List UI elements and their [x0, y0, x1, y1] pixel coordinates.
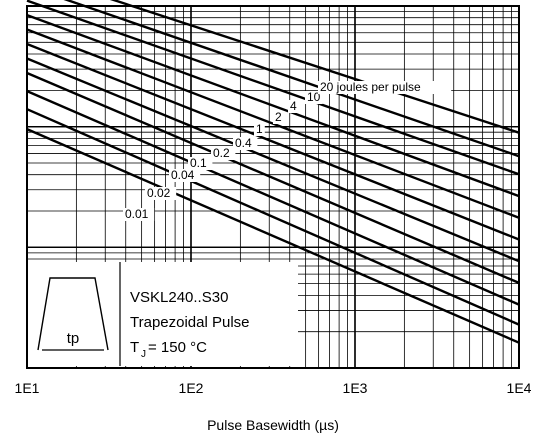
curve-20-joules-per-pulse	[109, 0, 520, 134]
x-tick-labels: 1E1 1E2 1E3 1E4	[15, 380, 532, 396]
curve-2	[26, 13, 520, 198]
curve-label: 0.04	[171, 168, 195, 182]
tp-label: tp	[67, 330, 80, 347]
curve-label-bg	[145, 187, 177, 200]
legend-pulse-type: Trapezoidal Pulse	[130, 314, 250, 331]
curve-label: 0.4	[235, 136, 252, 150]
x-tick-label: 1E1	[15, 380, 40, 396]
curve-10	[63, 0, 520, 158]
curve-label: 2	[275, 110, 282, 124]
curve-label-bg	[233, 137, 258, 150]
curve-0-01	[26, 127, 520, 344]
curve-label: 10	[307, 90, 321, 104]
curve-label-bg	[211, 147, 236, 160]
curve-label-bg	[273, 111, 284, 124]
trapezoid-pulse-icon	[37, 277, 109, 351]
curve-label-bg	[123, 208, 155, 221]
curve-0-1	[26, 71, 520, 285]
curve-label: 0.1	[190, 156, 207, 170]
curve-label: 20 joules per pulse	[320, 80, 421, 94]
curve-4	[26, 0, 520, 176]
x-axis-label: Pulse Basewidth (µs)	[207, 417, 339, 433]
curve-label: 0.2	[213, 146, 230, 160]
legend-box: tp VSKL240..S30 Trapezoidal Pulse T J = …	[28, 262, 298, 366]
curve-label-bg	[254, 123, 265, 136]
plot-frame	[26, 5, 520, 369]
curve-label-bg	[305, 91, 323, 104]
legend-temp-value: = 150 °C	[148, 339, 207, 356]
x-tick-label: 1E2	[179, 380, 204, 396]
curve-label: 4	[290, 99, 297, 113]
curve-0-4	[26, 42, 520, 241]
legend-temp-prefix: T	[130, 339, 139, 356]
curve-label-bg	[188, 157, 213, 170]
curve-label: 1	[256, 122, 263, 136]
curve-label-bg	[318, 81, 452, 94]
legend-device: VSKL240..S30	[130, 289, 228, 306]
curve-label-bg	[169, 169, 201, 182]
curve-0-2	[26, 57, 520, 263]
legend-background	[28, 262, 298, 366]
curve-0-04	[26, 89, 520, 306]
x-tick-label: 1E4	[507, 380, 532, 396]
curves	[26, 0, 520, 344]
curve-0-02	[26, 108, 520, 326]
curve-label: 0.01	[125, 207, 149, 221]
x-tick-label: 1E3	[343, 380, 368, 396]
curve-label: 0.02	[147, 186, 171, 200]
curve-label-bg	[288, 100, 299, 113]
legend-temp-sub: J	[141, 349, 146, 360]
